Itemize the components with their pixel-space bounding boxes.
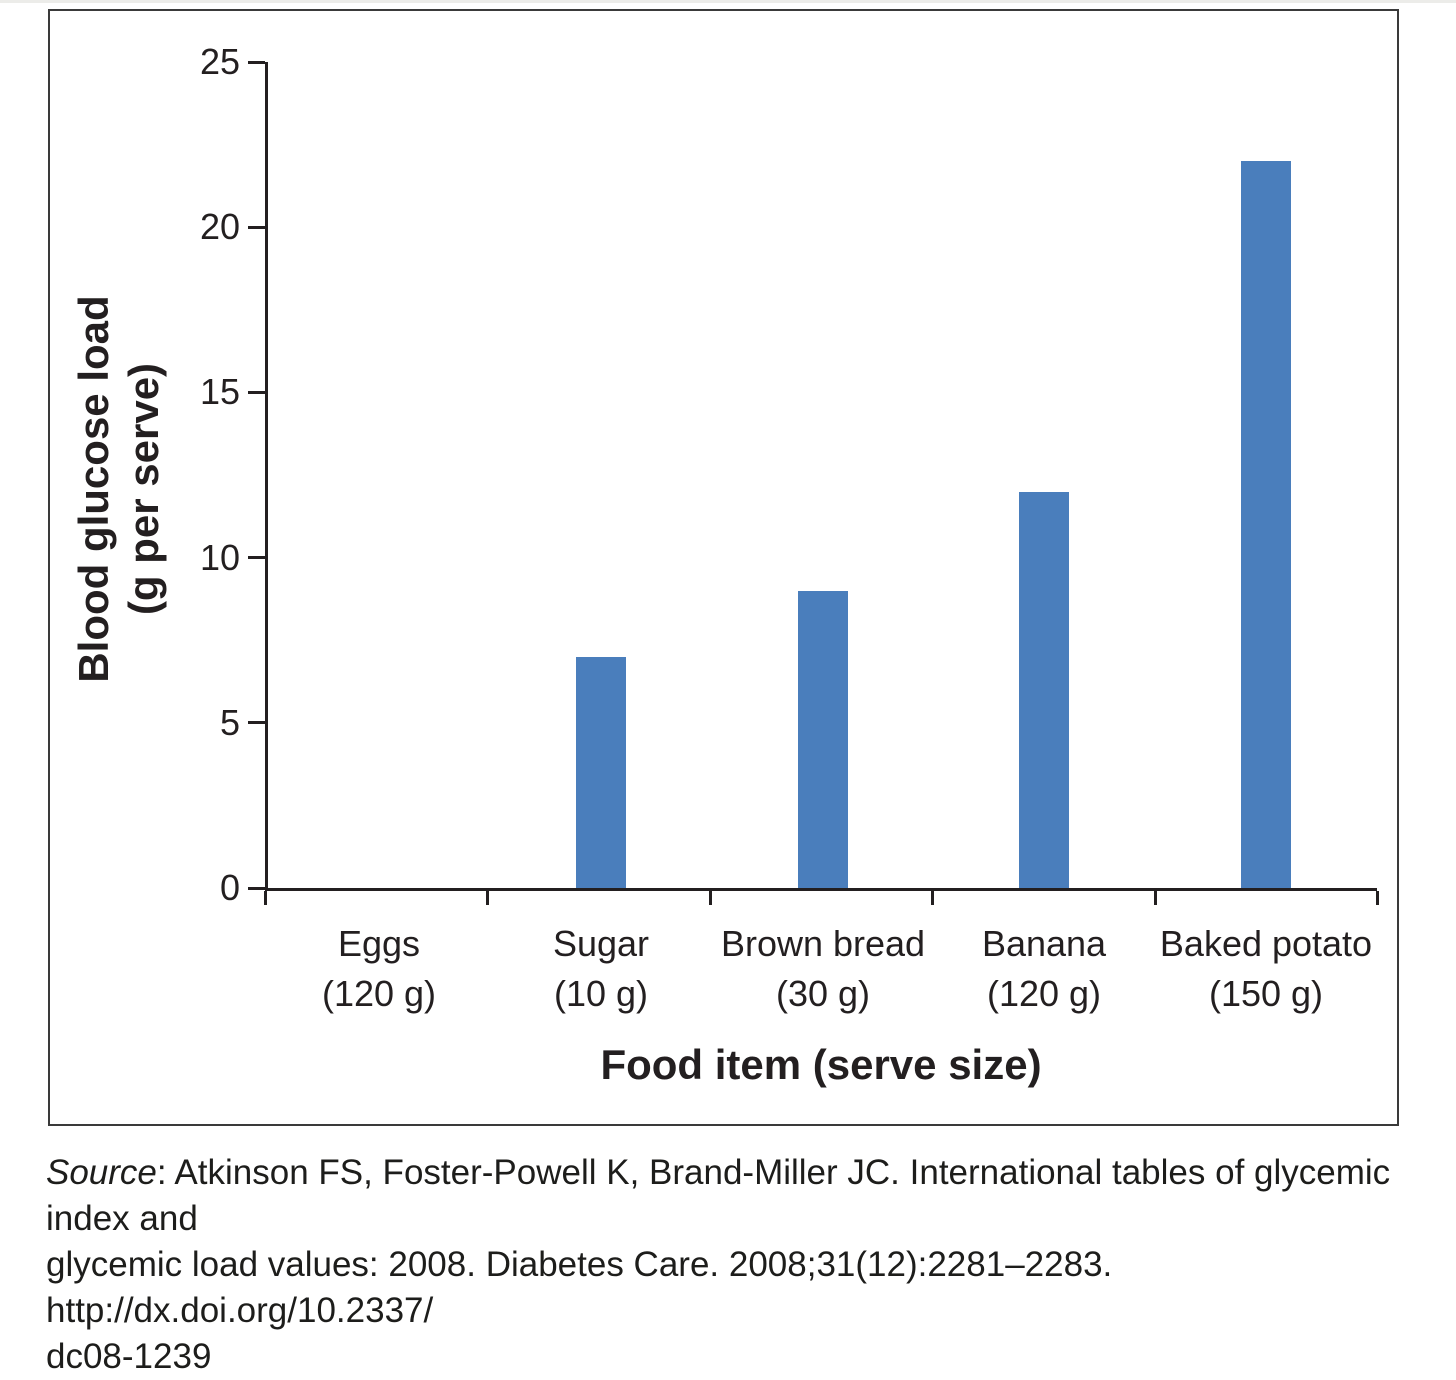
y-tick-label: 0 [219,867,240,908]
x-tick-mark [1154,891,1157,905]
y-tick-mark [248,556,265,559]
x-category-label: Brown bread (30 g) [703,919,943,1019]
y-tick-mark [248,887,265,890]
y-tick-label: 15 [199,371,240,412]
y-tick-mark [248,226,265,229]
y-tick-label: 5 [219,702,240,743]
x-category-label: Sugar (10 g) [481,919,721,1019]
x-category-label: Banana (120 g) [924,919,1164,1019]
x-category-name: Sugar [552,923,650,964]
y-axis-title: Blood glucose load (g per serve) [69,295,169,682]
x-category-name: Banana [981,923,1107,964]
plot-area [265,62,1377,891]
source-citation: Source: Atkinson FS, Foster-Powell K, Br… [46,1150,1416,1380]
x-tick-mark [931,891,934,905]
x-category-serve-size: (10 g) [553,973,649,1014]
x-axis-title: Food item (serve size) [600,1041,1042,1088]
top-divider-rule [0,0,1456,3]
y-tick-mark [248,721,265,724]
y-tick-mark [248,391,265,394]
bar-brown-bread [798,591,848,888]
x-tick-mark [486,891,489,905]
x-tick-mark [264,891,267,905]
x-tick-mark [709,891,712,905]
x-category-serve-size: (30 g) [775,973,871,1014]
y-axis-title-line1: Blood glucose load [70,295,117,683]
x-category-name: Baked potato [1159,923,1373,964]
y-tick-label: 25 [199,41,240,82]
source-line: dc08-1239 [46,1337,212,1376]
bar-sugar [576,657,626,888]
x-category-label: Eggs (120 g) [259,919,499,1019]
bar-baked-potato [1241,161,1291,888]
y-tick-label: 20 [199,206,240,247]
source-line: Source: Atkinson FS, Foster-Powell K, Br… [46,1153,1391,1238]
y-axis-title-line2: (g per serve) [120,362,167,616]
y-tick-mark [248,61,265,64]
x-category-serve-size: (120 g) [986,973,1102,1014]
x-category-serve-size: (150 g) [1208,973,1324,1014]
chart-frame: Blood glucose load (g per serve) 0 5 10 15 2… [48,9,1399,1126]
x-category-name: Brown bread [720,923,926,964]
x-category-name: Eggs [337,923,421,964]
source-label: Source [46,1153,157,1192]
bar-banana [1019,492,1069,888]
y-tick-label: 10 [199,537,240,578]
x-tick-mark [1376,891,1379,905]
x-category-serve-size: (120 g) [321,973,437,1014]
x-category-label: Baked potato (150 g) [1146,919,1386,1019]
